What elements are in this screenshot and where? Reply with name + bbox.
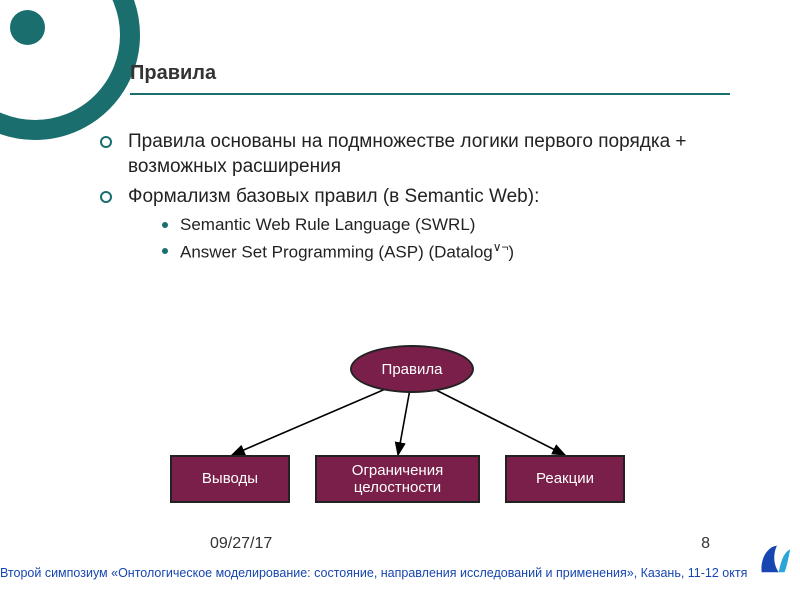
footer-date: 09/27/17 bbox=[210, 535, 272, 553]
content-area: Правила основаны на подмножестве логики … bbox=[100, 130, 740, 270]
sub-bullet-item: Answer Set Programming (ASP) (Datalog∨¬) bbox=[162, 240, 740, 264]
title-block: Правила bbox=[130, 62, 730, 95]
footer-conference: Второй симпозиум «Онтологическое моделир… bbox=[0, 566, 800, 580]
diagram-edge bbox=[430, 387, 565, 455]
diagram-edge bbox=[232, 387, 390, 455]
bullet-text: Формализм базовых правил (в Semantic Web… bbox=[128, 186, 539, 207]
bullet-item: Формализм базовых правил (в Semantic Web… bbox=[100, 185, 740, 264]
diagram-child-node: Ограничения целостности bbox=[315, 455, 480, 503]
title-underline bbox=[130, 93, 730, 95]
diagram-child-node: Выводы bbox=[170, 455, 290, 503]
diagram-edge bbox=[398, 389, 410, 455]
slide-title: Правила bbox=[130, 62, 730, 85]
bullet-item: Правила основаны на подмножестве логики … bbox=[100, 130, 740, 179]
sub-bullet-list: Semantic Web Rule Language (SWRL) Answer … bbox=[128, 214, 740, 264]
diagram: Правила Выводы Ограничения целостности Реак… bbox=[160, 345, 660, 520]
slide-root: Правила Правила основаны на подмножестве… bbox=[0, 0, 800, 600]
page-number: 8 bbox=[701, 535, 710, 553]
diagram-child-node: Реакции bbox=[505, 455, 625, 503]
logo-icon bbox=[756, 540, 794, 578]
diagram-root-node: Правила bbox=[350, 345, 474, 393]
sub-bullet-item: Semantic Web Rule Language (SWRL) bbox=[162, 214, 740, 236]
decor-dot bbox=[10, 10, 45, 45]
bullet-text: Правила основаны на подмножестве логики … bbox=[128, 131, 687, 177]
bullet-list: Правила основаны на подмножестве логики … bbox=[100, 130, 740, 264]
